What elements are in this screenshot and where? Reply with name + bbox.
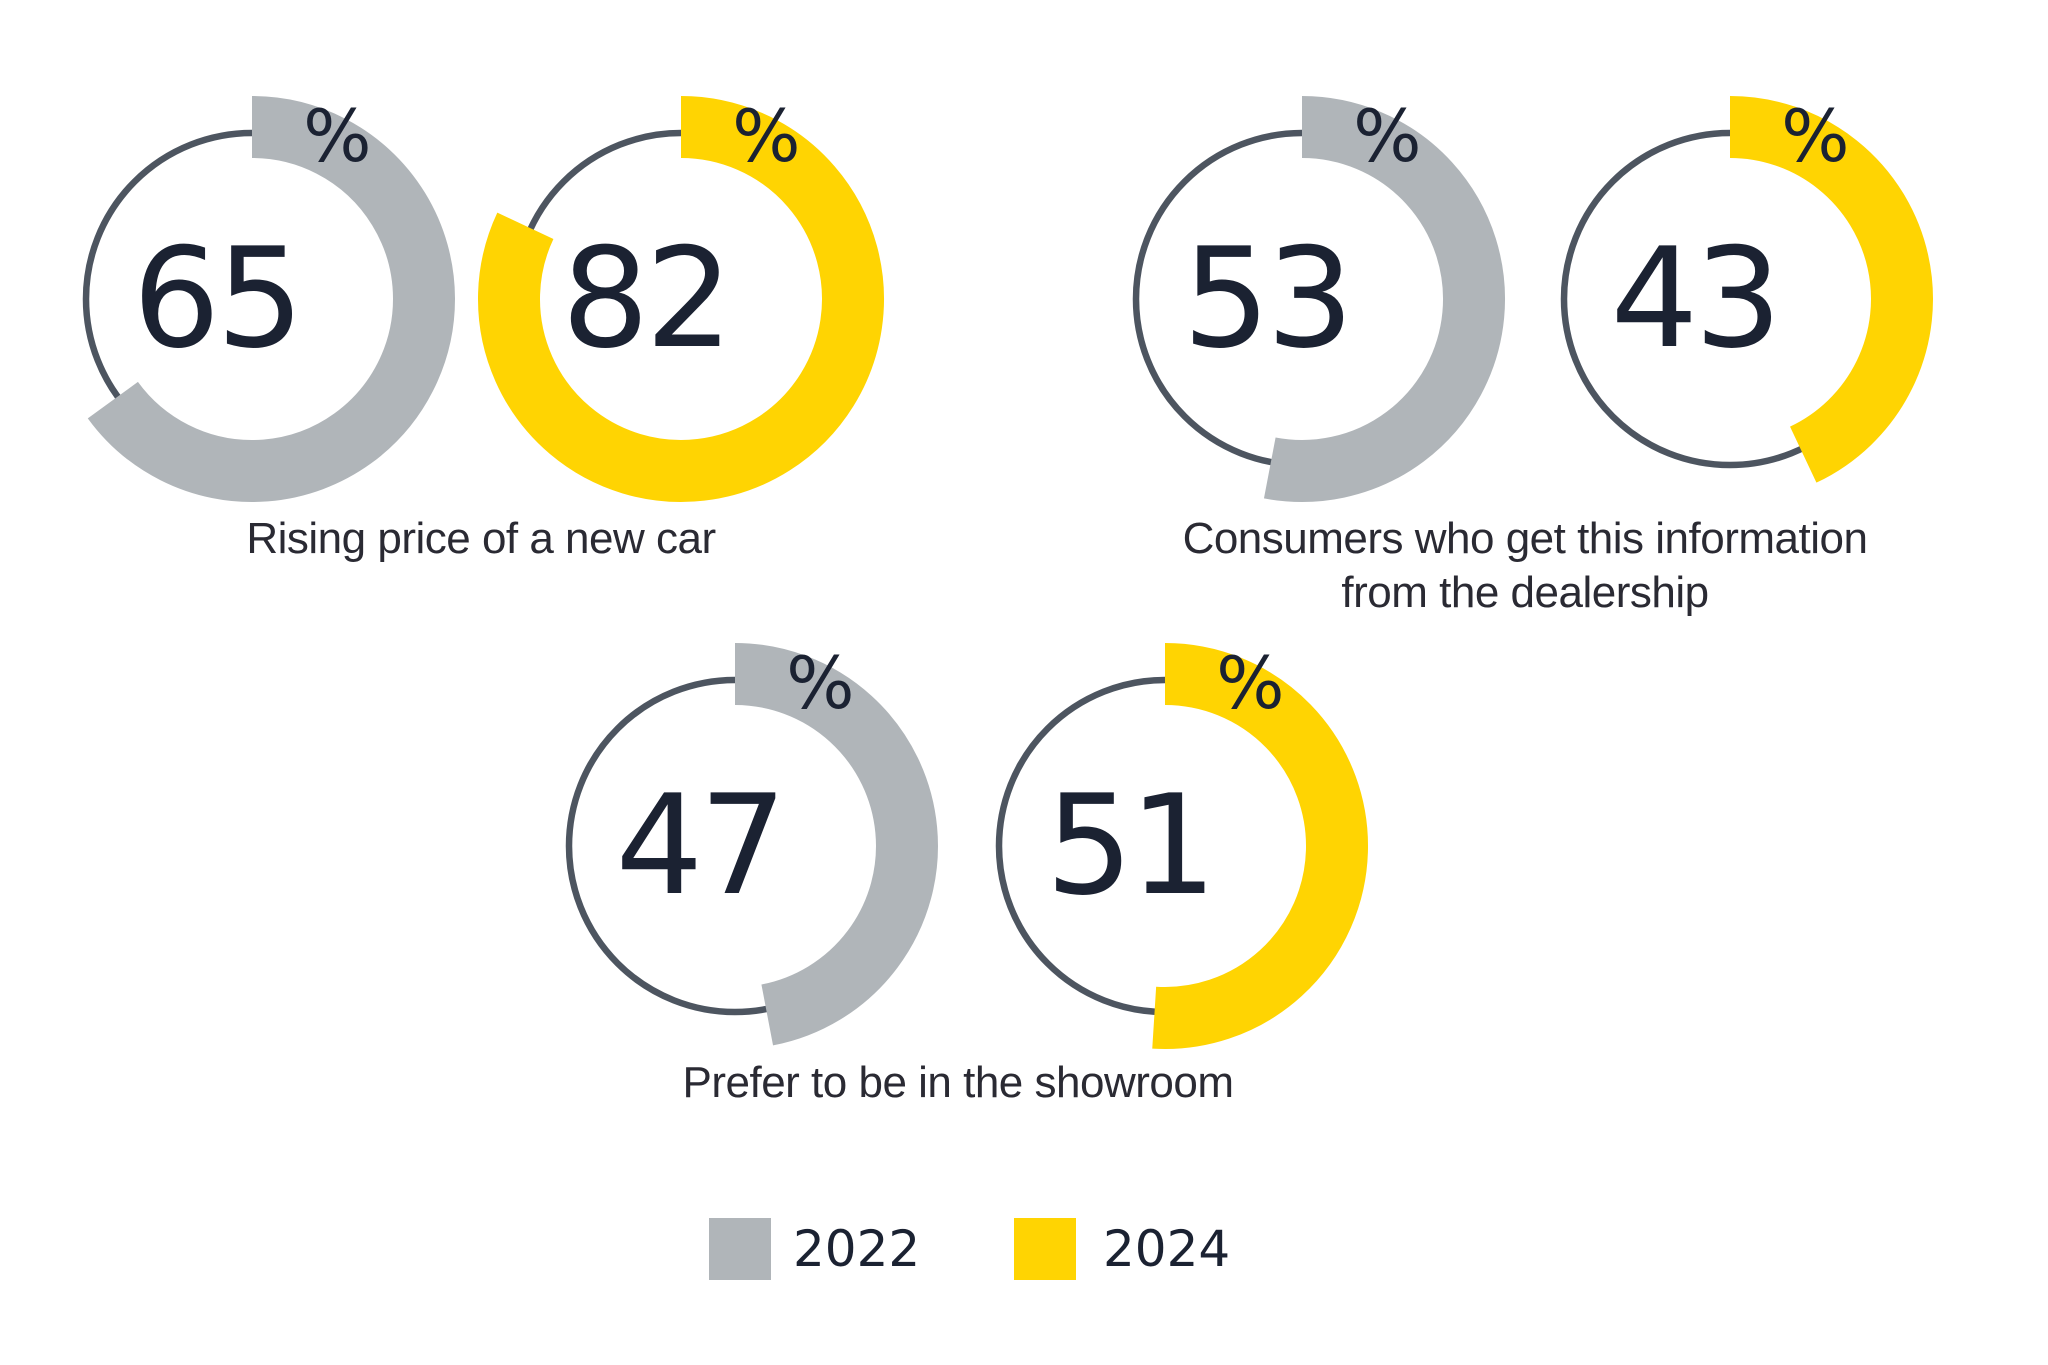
percent-sign: % — [1781, 94, 1850, 178]
donut-showroom-2022: 47 % — [530, 641, 940, 1051]
caption-rising-price: Rising price of a new car — [181, 512, 781, 566]
caption-line: Rising price of a new car — [246, 514, 716, 563]
donut-ring-svg — [565, 643, 938, 1046]
donut-value-arc — [87, 96, 455, 502]
donut-rising-price-2022: 65 % — [47, 94, 457, 504]
donut-value-number: 82 — [561, 218, 733, 379]
caption-showroom: Prefer to be in the showroom — [558, 1056, 1358, 1110]
legend-swatch-2022 — [709, 1218, 771, 1280]
donut-value-number: 47 — [615, 765, 787, 926]
donut-value: 43 % — [1525, 94, 1935, 504]
donut-value: 65 % — [47, 94, 457, 504]
donut-dealership-info-2022: 53 % — [1097, 94, 1507, 504]
percent-sign: % — [786, 641, 855, 725]
donut-showroom-2024: 51 % — [960, 641, 1370, 1051]
donut-value: 82 % — [476, 94, 886, 504]
donut-value: 51 % — [960, 641, 1370, 1051]
caption-line: Prefer to be in the showroom — [682, 1058, 1234, 1107]
donut-value: 53 % — [1097, 94, 1507, 504]
donut-value-arc — [478, 96, 884, 502]
donut-value-arc — [1264, 96, 1506, 502]
caption-line: Consumers who get this information — [1182, 514, 1868, 563]
percent-sign: % — [1353, 94, 1422, 178]
donut-value-number: 51 — [1045, 765, 1217, 926]
donut-dealership-info-2024: 43 % — [1525, 94, 1935, 504]
donut-value-arc — [1729, 96, 1933, 483]
legend-swatch-2024 — [1014, 1218, 1076, 1280]
donut-value-arc — [1152, 643, 1368, 1049]
donut-ring-svg — [478, 96, 884, 502]
donut-ring-svg — [995, 643, 1368, 1049]
donut-ring-svg — [1560, 96, 1933, 483]
legend-label-2022: 2022 — [793, 1220, 921, 1278]
donut-value-number: 65 — [132, 218, 304, 379]
caption-line: from the dealership — [1341, 568, 1709, 617]
donut-ring-svg — [82, 96, 455, 502]
donut-value-arc — [734, 643, 938, 1046]
percent-sign: % — [732, 94, 801, 178]
caption-dealership-info: Consumers who get this information from … — [1125, 512, 1925, 620]
donut-ring-svg — [1132, 96, 1506, 502]
donut-rising-price-2024: 82 % — [476, 94, 886, 504]
legend-label-2024: 2024 — [1103, 1220, 1231, 1278]
percent-sign: % — [1216, 641, 1285, 725]
donut-value-number: 43 — [1610, 218, 1782, 379]
donut-value: 47 % — [530, 641, 940, 1051]
percent-sign: % — [303, 94, 372, 178]
donut-value-number: 53 — [1182, 218, 1354, 379]
